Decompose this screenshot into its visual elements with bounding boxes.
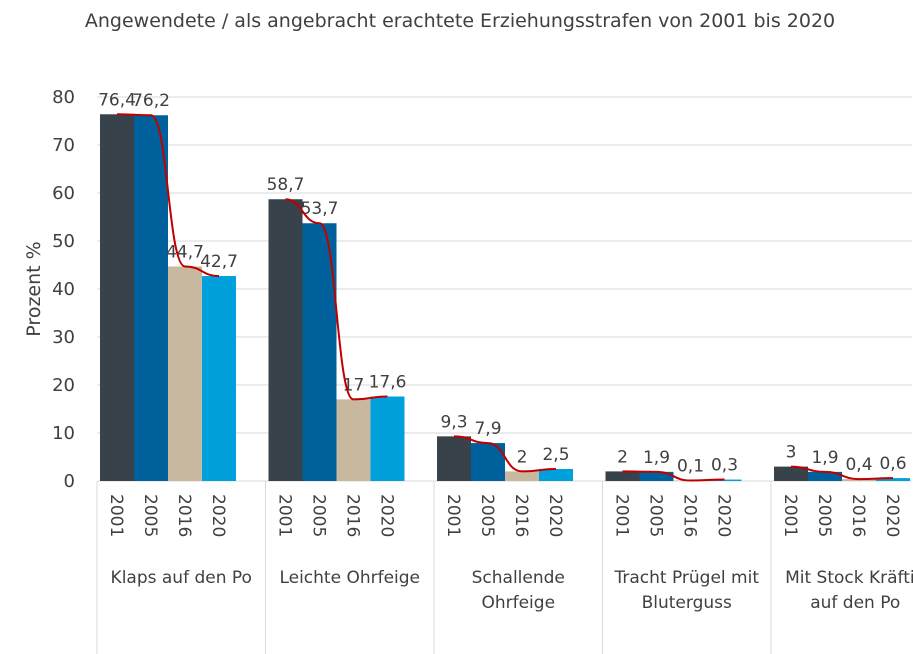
y-tick-label: 20 [52,375,75,396]
trend-line [116,113,220,278]
bar [202,276,236,481]
x-sub-label: 2001 [443,494,463,537]
y-tick-label: 10 [52,423,75,444]
value-label: 2,5 [542,445,569,465]
y-tick-label: 40 [52,279,75,300]
bar [134,115,168,482]
value-label: 0,1 [677,457,704,477]
x-sub-label: 2016 [174,494,194,537]
x-sub-label: 2016 [680,494,700,537]
x-sub-label: 2001 [780,494,800,537]
x-category-label: Klaps auf den Po [110,568,252,588]
value-label: 17,6 [369,373,407,393]
x-sub-label: 2001 [275,494,295,537]
trend-line [790,465,894,481]
value-label: 2 [617,447,628,467]
trend-line [453,435,557,473]
x-category-label: Tracht Prügel mit Bluterguss [614,568,760,613]
bar [605,471,640,481]
bar [168,266,202,481]
bar [505,471,539,481]
y-tick-label: 70 [52,135,75,156]
value-label: 58,7 [267,175,305,195]
value-label: 42,7 [200,252,238,272]
bar [876,478,910,481]
value-label: 0,4 [845,455,872,475]
value-label: 1,9 [811,448,838,468]
x-sub-label: 2016 [343,494,363,537]
y-tick-label: 30 [52,327,75,348]
y-tick-label: 80 [52,87,75,108]
x-sub-label: 2001 [106,494,126,537]
x-sub-label: 2005 [814,494,834,537]
value-label: 53,7 [301,199,339,219]
x-sub-label: 2005 [646,494,666,537]
y-tick-label: 60 [52,183,75,204]
x-sub-label: 2020 [545,494,565,537]
bar [336,399,371,481]
value-label: 9,3 [440,412,467,432]
y-tick-label: 50 [52,231,75,252]
x-sub-label: 2005 [477,494,497,537]
x-sub-label: 2020 [377,494,397,537]
value-label: 44,7 [166,242,204,262]
value-label: 0,6 [879,454,906,474]
value-label: 3 [786,443,797,463]
value-label: 7,9 [474,419,501,439]
bar [539,469,573,481]
x-sub-label: 2020 [208,494,228,537]
trend-line [285,198,388,401]
x-sub-label: 2020 [714,494,734,537]
x-sub-label: 2016 [511,494,531,537]
y-axis-label: Prozent % [23,241,45,336]
bar [639,471,674,481]
bar [370,396,405,481]
x-category-label: Schallende Ohrfeige [471,568,565,613]
bar [268,199,303,482]
trend-line [622,470,725,482]
bar [437,436,471,481]
value-label: 76,2 [132,91,170,111]
x-sub-label: 2001 [612,494,632,537]
value-label: 76,4 [98,90,136,110]
bar [808,471,842,481]
chart-title: Angewendete / als angebracht erachtete E… [84,10,836,32]
x-sub-label: 2005 [309,494,329,537]
x-category-label: Mit Stock Kräftig auf den Po [785,568,913,613]
y-tick-label: 0 [64,471,75,492]
x-sub-label: 2016 [848,494,868,537]
bar [100,114,134,481]
value-label: 1,9 [643,448,670,468]
x-sub-label: 2005 [140,494,160,537]
value-label: 2 [517,447,528,467]
bar [774,466,808,481]
x-sub-label: 2020 [882,494,902,537]
value-label: 0,3 [711,456,738,476]
x-category-label: Leichte Ohrfeige [279,568,421,588]
